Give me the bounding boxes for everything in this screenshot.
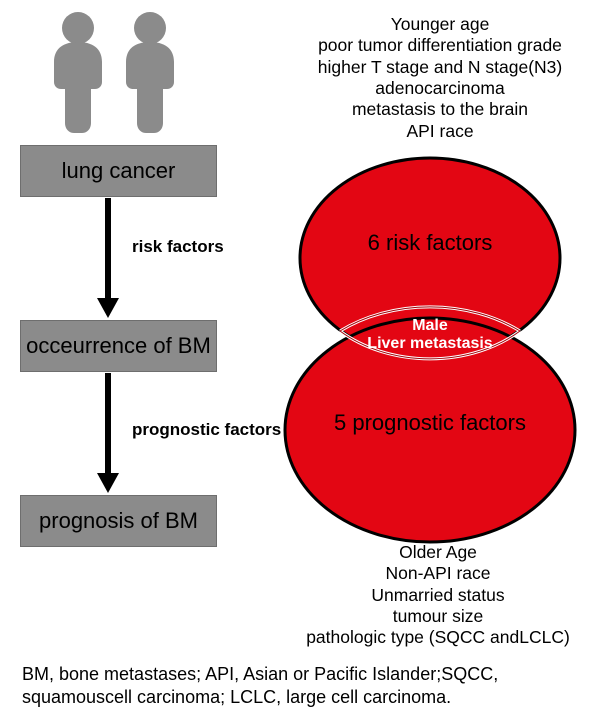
box-lung-cancer: lung cancer: [20, 145, 217, 197]
people-icon: [35, 10, 195, 135]
arrow-prognostic-factors: [108, 373, 119, 493]
legend: BM, bone metastases; API, Asian or Pacif…: [22, 663, 582, 708]
risk-item: adenocarcinoma: [290, 78, 590, 99]
venn-bottom-label: 5 prognostic factors: [285, 410, 575, 436]
risk-item: poor tumor differentiation grade: [290, 35, 590, 56]
arrow-prognostic-label: prognostic factors: [132, 420, 281, 440]
arrow-risk-label: risk factors: [132, 237, 224, 257]
prog-item: Older Age: [298, 542, 578, 563]
box-lung-cancer-label: lung cancer: [62, 159, 176, 182]
legend-line: BM, bone metastases; API, Asian or Pacif…: [22, 663, 582, 686]
prog-item: Unmarried status: [298, 585, 578, 606]
box-occurrence-bm: occeurrence of BM: [20, 320, 217, 372]
prog-item: tumour size: [298, 606, 578, 627]
risk-item: API race: [290, 121, 590, 142]
prognostic-factors-list: Older Age Non-API race Unmarried status …: [298, 542, 578, 649]
intersection-line: Liver metastasis: [330, 335, 530, 353]
prog-item: Non-API race: [298, 563, 578, 584]
risk-item: higher T stage and N stage(N3): [290, 57, 590, 78]
box-occurrence-bm-label: occeurrence of BM: [26, 334, 211, 357]
risk-factors-list: Younger age poor tumor differentiation g…: [290, 14, 590, 142]
legend-line: squamouscell carcinoma; LCLC, large cell…: [22, 686, 582, 709]
venn-top-label: 6 risk factors: [300, 230, 560, 256]
prog-item: pathologic type (SQCC andLCLC): [298, 627, 578, 648]
arrow-risk-factors: [108, 198, 119, 318]
risk-item: metastasis to the brain: [290, 99, 590, 120]
risk-item: Younger age: [290, 14, 590, 35]
intersection-line: Male: [330, 317, 530, 335]
venn-intersection: Male Liver metastasis: [330, 317, 530, 353]
box-prognosis-bm: prognosis of BM: [20, 495, 217, 547]
box-prognosis-bm-label: prognosis of BM: [39, 509, 198, 532]
